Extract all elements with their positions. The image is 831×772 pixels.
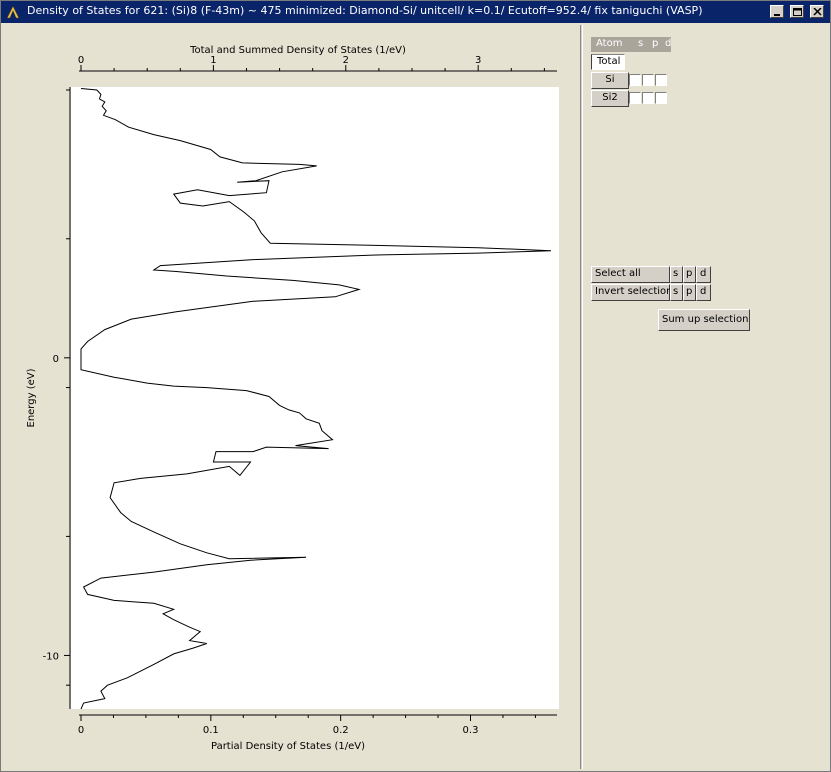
top-axis-tick-label: 3 (475, 55, 481, 66)
invert-selection-button[interactable]: Invert selection (591, 284, 673, 301)
left-axis-label: Energy (eV) (26, 368, 37, 427)
minimize-button[interactable] (770, 5, 784, 18)
atom-table-header: Atom s p d (591, 37, 671, 52)
invert-s-button[interactable]: s (670, 284, 683, 301)
dos-series-line (80, 88, 552, 710)
select-all-d-button[interactable]: d (696, 266, 711, 283)
plot-area (71, 87, 559, 709)
bottom-axis-tick-label: 0.2 (333, 725, 349, 736)
si2-s-checkbox[interactable] (629, 92, 641, 104)
bottom-axis-label: Partial Density of States (1/eV) (211, 741, 365, 752)
s-header-label: s (638, 38, 644, 49)
top-axis-tick-label: 2 (343, 55, 349, 66)
p-header-label: p (652, 38, 659, 49)
dos-chart[interactable]: 0 1 2 3 0 0.1 0.2 0.3 0 -10 Total and Summed Dens… (4, 26, 580, 768)
atom-header-label: Atom (596, 38, 623, 49)
maximize-icon (793, 8, 802, 16)
atom-button-si[interactable]: Si (591, 72, 629, 89)
top-axis-tick-label: 1 (210, 55, 216, 66)
select-all-s-button[interactable]: s (670, 266, 683, 283)
close-icon (813, 8, 822, 16)
left-axis-tick-label: -10 (43, 651, 59, 662)
d-header-label: d (665, 38, 672, 49)
si-d-checkbox[interactable] (655, 74, 667, 86)
minimize-icon (774, 14, 780, 16)
invert-d-button[interactable]: d (696, 284, 711, 301)
sum-up-selection-button[interactable]: Sum up selection (658, 309, 750, 331)
si2-p-checkbox[interactable] (642, 92, 654, 104)
select-all-button[interactable]: Select all (591, 266, 670, 283)
window-title: Density of States for 621: (Si)8 (F-43m)… (27, 4, 703, 17)
title-bar[interactable]: Density of States for 621: (Si)8 (F-43m)… (1, 1, 830, 23)
left-axis-tick-label: 0 (53, 354, 59, 365)
maximize-button[interactable] (790, 5, 804, 18)
plot-panel: 0 1 2 3 0 0.1 0.2 0.3 0 -10 Total and Summed Dens… (4, 26, 580, 768)
close-button[interactable] (810, 5, 824, 18)
selection-panel: Atom s p d Total Si Si2 Select all s p d… (584, 25, 830, 769)
top-axis-tick-label: 0 (78, 55, 84, 66)
si-p-checkbox[interactable] (642, 74, 654, 86)
total-label: Total (597, 56, 621, 67)
total-button[interactable]: Total (591, 54, 625, 70)
si2-d-checkbox[interactable] (655, 92, 667, 104)
si-s-checkbox[interactable] (629, 74, 641, 86)
atom-button-si2[interactable]: Si2 (591, 90, 629, 107)
app-icon (6, 5, 20, 19)
invert-p-button[interactable]: p (683, 284, 696, 301)
bottom-axis-tick-label: 0.1 (203, 725, 219, 736)
panel-divider[interactable] (580, 25, 583, 769)
select-all-p-button[interactable]: p (683, 266, 696, 283)
bottom-axis-tick-label: 0.3 (463, 725, 479, 736)
top-axis-label: Total and Summed Density of States (1/eV… (189, 45, 406, 56)
bottom-axis-tick-label: 0 (78, 725, 84, 736)
